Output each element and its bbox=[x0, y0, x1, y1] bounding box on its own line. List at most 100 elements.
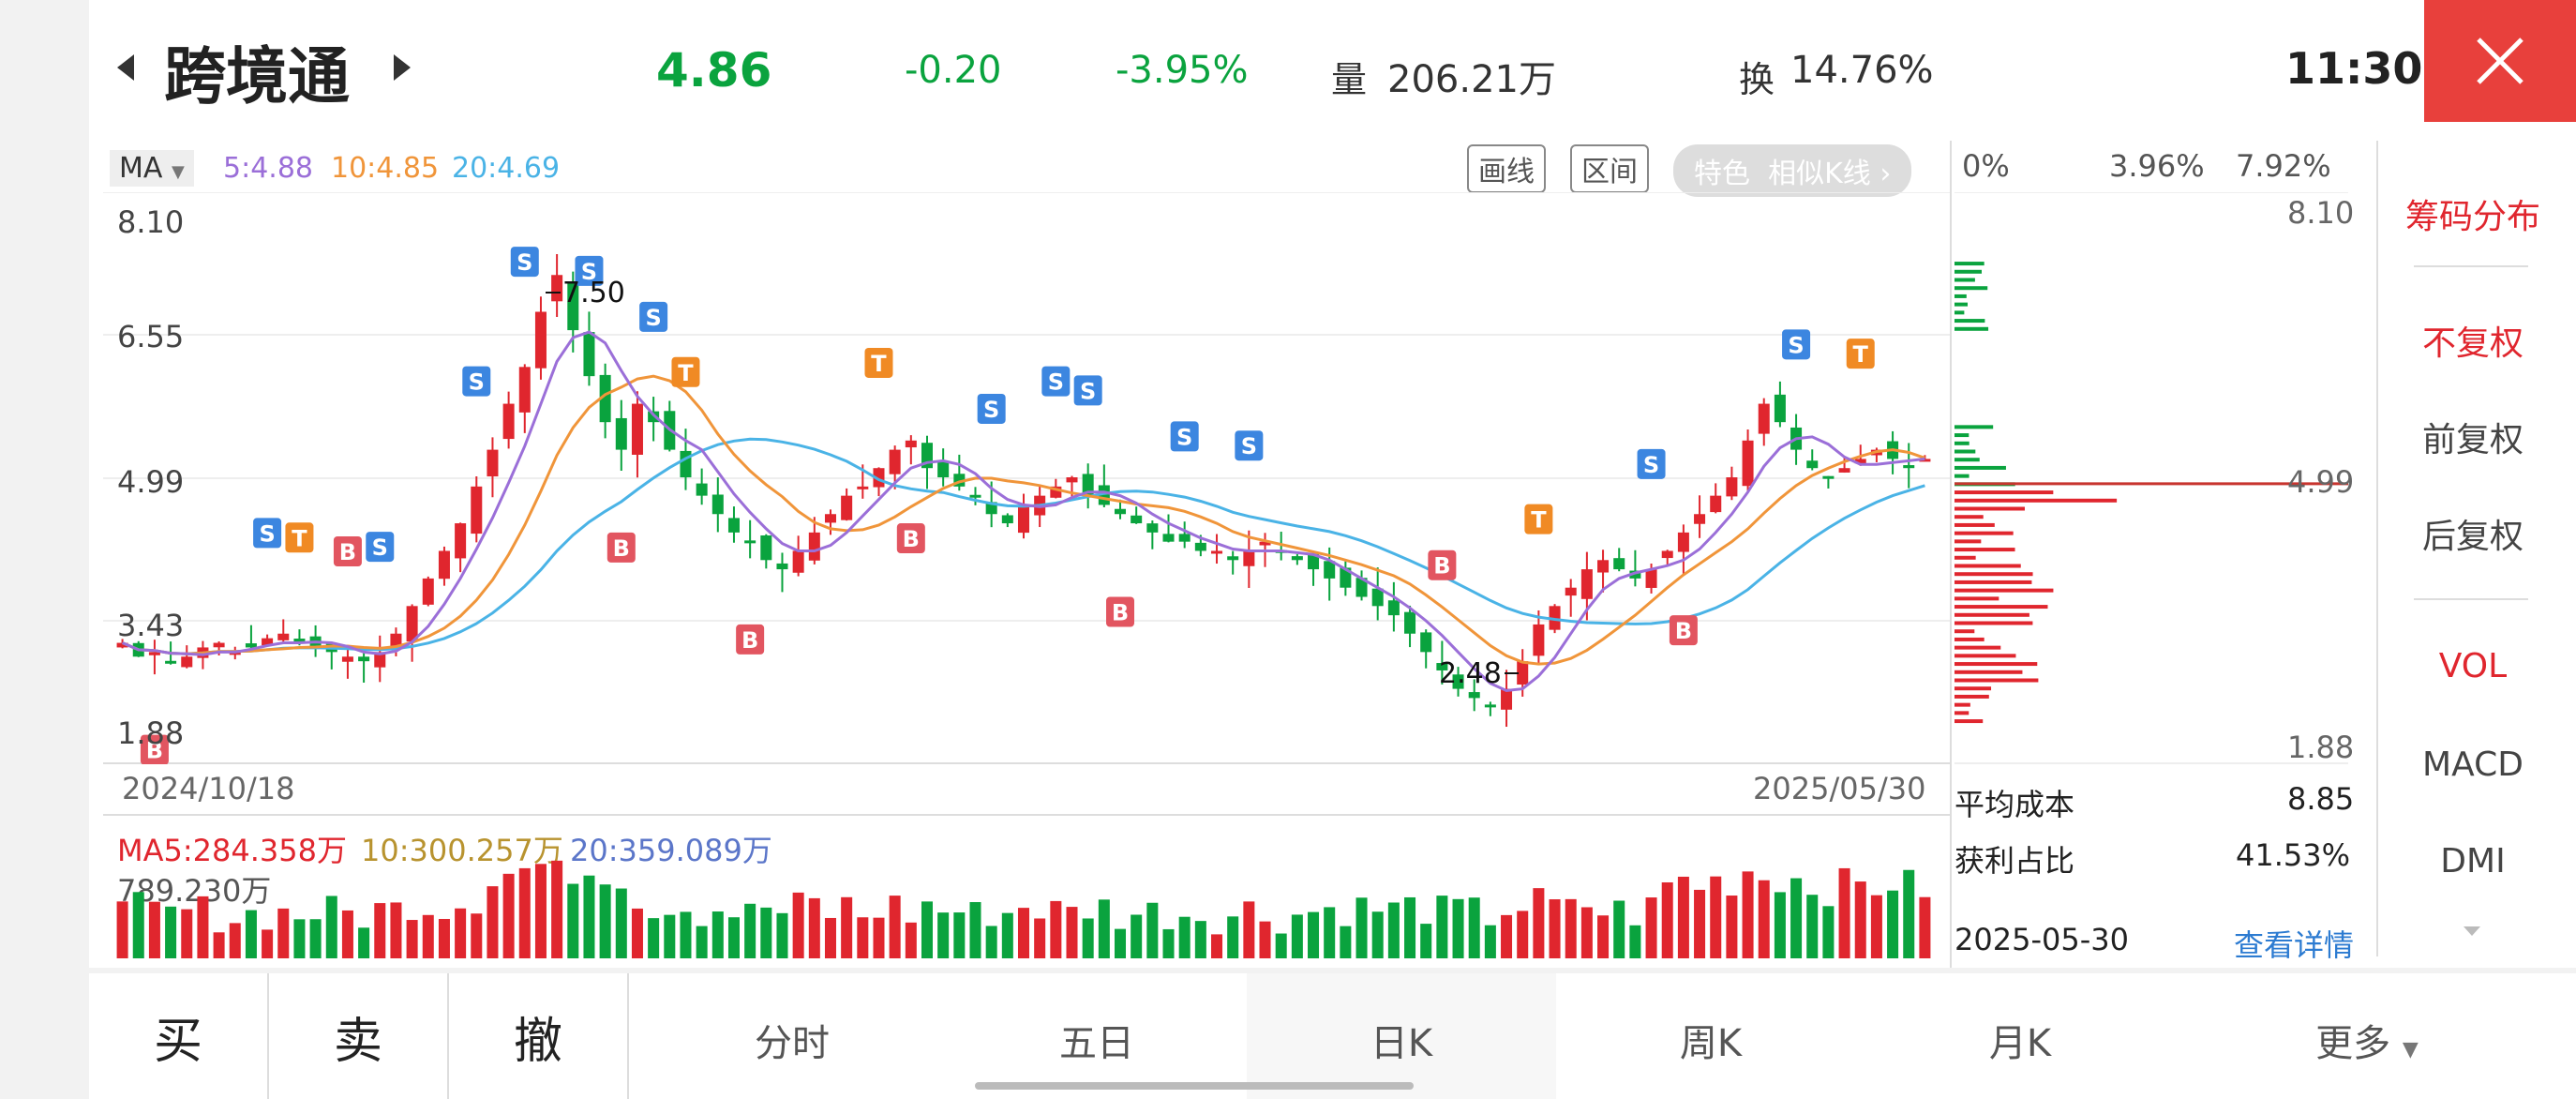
volume-bar bbox=[760, 907, 772, 958]
volume-bar bbox=[921, 901, 933, 958]
volume-bar bbox=[1838, 867, 1850, 958]
draw-line-button[interactable]: 画线 bbox=[1467, 144, 1546, 193]
range-button[interactable]: 区间 bbox=[1570, 144, 1649, 193]
volume-label: 量 bbox=[1331, 59, 1368, 100]
volume-bar bbox=[1726, 896, 1738, 958]
volume-bar bbox=[358, 927, 370, 958]
candle bbox=[905, 440, 917, 448]
chip-bar bbox=[1954, 694, 1989, 699]
signal-marker bbox=[1637, 448, 1666, 479]
candle bbox=[1194, 542, 1206, 551]
candle bbox=[760, 534, 772, 561]
volume-bar bbox=[1034, 918, 1046, 958]
candle bbox=[422, 578, 434, 605]
vol-indicator-button[interactable]: VOL bbox=[2438, 647, 2508, 685]
chip-bar bbox=[1954, 662, 2038, 667]
candle bbox=[648, 411, 660, 423]
tab-separator bbox=[627, 973, 629, 1099]
no-adjust-button[interactable]: 不复权 bbox=[2421, 324, 2524, 363]
chip-bar bbox=[1954, 629, 1975, 634]
price-change-percent: -3.95% bbox=[1116, 49, 1249, 92]
volume-bar bbox=[1371, 911, 1384, 958]
volume-bar bbox=[711, 911, 724, 958]
volume-bar bbox=[1387, 902, 1400, 958]
signal-marker-label: S bbox=[983, 397, 999, 423]
volume-bar bbox=[1517, 911, 1529, 958]
forward-adjust-button[interactable]: 前复权 bbox=[2421, 421, 2524, 459]
signal-marker-label: B bbox=[339, 539, 356, 565]
prev-stock-arrow-icon[interactable] bbox=[117, 54, 134, 81]
tab-weekly[interactable]: 周K bbox=[1679, 1022, 1743, 1065]
candle bbox=[937, 461, 950, 478]
chip-distribution-chart[interactable] bbox=[1954, 192, 2348, 764]
volume-bar bbox=[1178, 916, 1191, 958]
volume-chart[interactable] bbox=[103, 853, 1950, 958]
ma10-line bbox=[122, 374, 1925, 666]
signal-marker-label: T bbox=[292, 525, 307, 551]
signal-marker-label: S bbox=[1241, 433, 1257, 459]
chip-distribution-button[interactable]: 筹码分布 bbox=[2404, 198, 2540, 236]
tab-intraday[interactable]: 分时 bbox=[755, 1022, 830, 1065]
signal-marker bbox=[736, 624, 765, 655]
candle bbox=[1001, 515, 1013, 524]
volume-bar bbox=[325, 896, 337, 958]
similar-kline-button[interactable]: 特色 相似K线 › bbox=[1673, 144, 1912, 197]
volume-bar bbox=[1533, 888, 1545, 958]
backward-adjust-button[interactable]: 后复权 bbox=[2421, 518, 2524, 556]
volume-bar bbox=[165, 906, 177, 958]
chip-bar bbox=[1954, 441, 1969, 445]
signal-marker bbox=[1106, 596, 1135, 627]
volume-bar bbox=[1919, 896, 1931, 958]
volume-bar bbox=[1758, 880, 1770, 958]
candle bbox=[1742, 440, 1754, 487]
tab-five-day[interactable]: 五日 bbox=[1059, 1022, 1134, 1065]
macd-indicator-button[interactable]: MACD bbox=[2422, 745, 2524, 784]
volume-bar bbox=[293, 919, 306, 958]
volume-value: 206.21万 bbox=[1387, 58, 1556, 101]
price-axis-label: 3.43 bbox=[117, 608, 185, 643]
signal-marker-label: T bbox=[1531, 507, 1547, 534]
volume-bar bbox=[1661, 881, 1673, 958]
signal-marker bbox=[575, 255, 604, 286]
candle bbox=[1549, 606, 1561, 630]
next-stock-arrow-icon[interactable] bbox=[394, 54, 411, 81]
tab-monthly[interactable]: 月K bbox=[1988, 1022, 2052, 1065]
candle bbox=[1597, 560, 1610, 573]
candle bbox=[551, 275, 563, 302]
volume-bar bbox=[229, 923, 241, 958]
candle bbox=[262, 638, 274, 646]
candle bbox=[1146, 523, 1159, 533]
ma10-value: 10:4.85 bbox=[331, 152, 440, 185]
candle bbox=[696, 483, 708, 496]
candle bbox=[1017, 504, 1030, 534]
volume-bar bbox=[1870, 895, 1882, 958]
sell-button[interactable]: 卖 bbox=[333, 1014, 382, 1070]
cancel-order-button[interactable]: 撤 bbox=[513, 1014, 562, 1070]
candle bbox=[1806, 460, 1819, 469]
candle bbox=[1645, 569, 1657, 588]
signal-marker-label: T bbox=[871, 351, 887, 377]
candlestick-chart[interactable]: BSTBSSSSSBSTBTBSSSBSSBBTSBST 7.50 2.48 bbox=[103, 192, 1950, 764]
buy-button[interactable]: 买 bbox=[153, 1014, 202, 1070]
market-time: 11:30 bbox=[2285, 43, 2423, 94]
signal-marker bbox=[462, 366, 491, 397]
chip-bar bbox=[1954, 711, 1969, 715]
ma-selector[interactable]: MA ▼ bbox=[110, 150, 194, 187]
chip-bar bbox=[1954, 302, 1969, 307]
candle bbox=[792, 550, 804, 573]
chip-bar bbox=[1954, 637, 1984, 641]
candle bbox=[1178, 534, 1191, 542]
candle bbox=[487, 449, 499, 477]
chip-bar bbox=[1954, 326, 1989, 331]
close-button[interactable] bbox=[2424, 0, 2576, 122]
chevron-down-icon[interactable] bbox=[2464, 926, 2480, 936]
signal-marker-label: B bbox=[903, 526, 920, 552]
candle bbox=[293, 639, 306, 643]
tab-more[interactable]: 更多 ▼ bbox=[2273, 1013, 2461, 1067]
volume-bar bbox=[808, 897, 820, 958]
tab-daily[interactable]: 日K bbox=[1370, 1022, 1433, 1065]
volume-bar bbox=[1742, 871, 1754, 958]
dmi-indicator-button[interactable]: DMI bbox=[2440, 842, 2506, 881]
view-details-link[interactable]: 查看详情 bbox=[2234, 927, 2355, 963]
chip-bar bbox=[1954, 433, 1969, 438]
